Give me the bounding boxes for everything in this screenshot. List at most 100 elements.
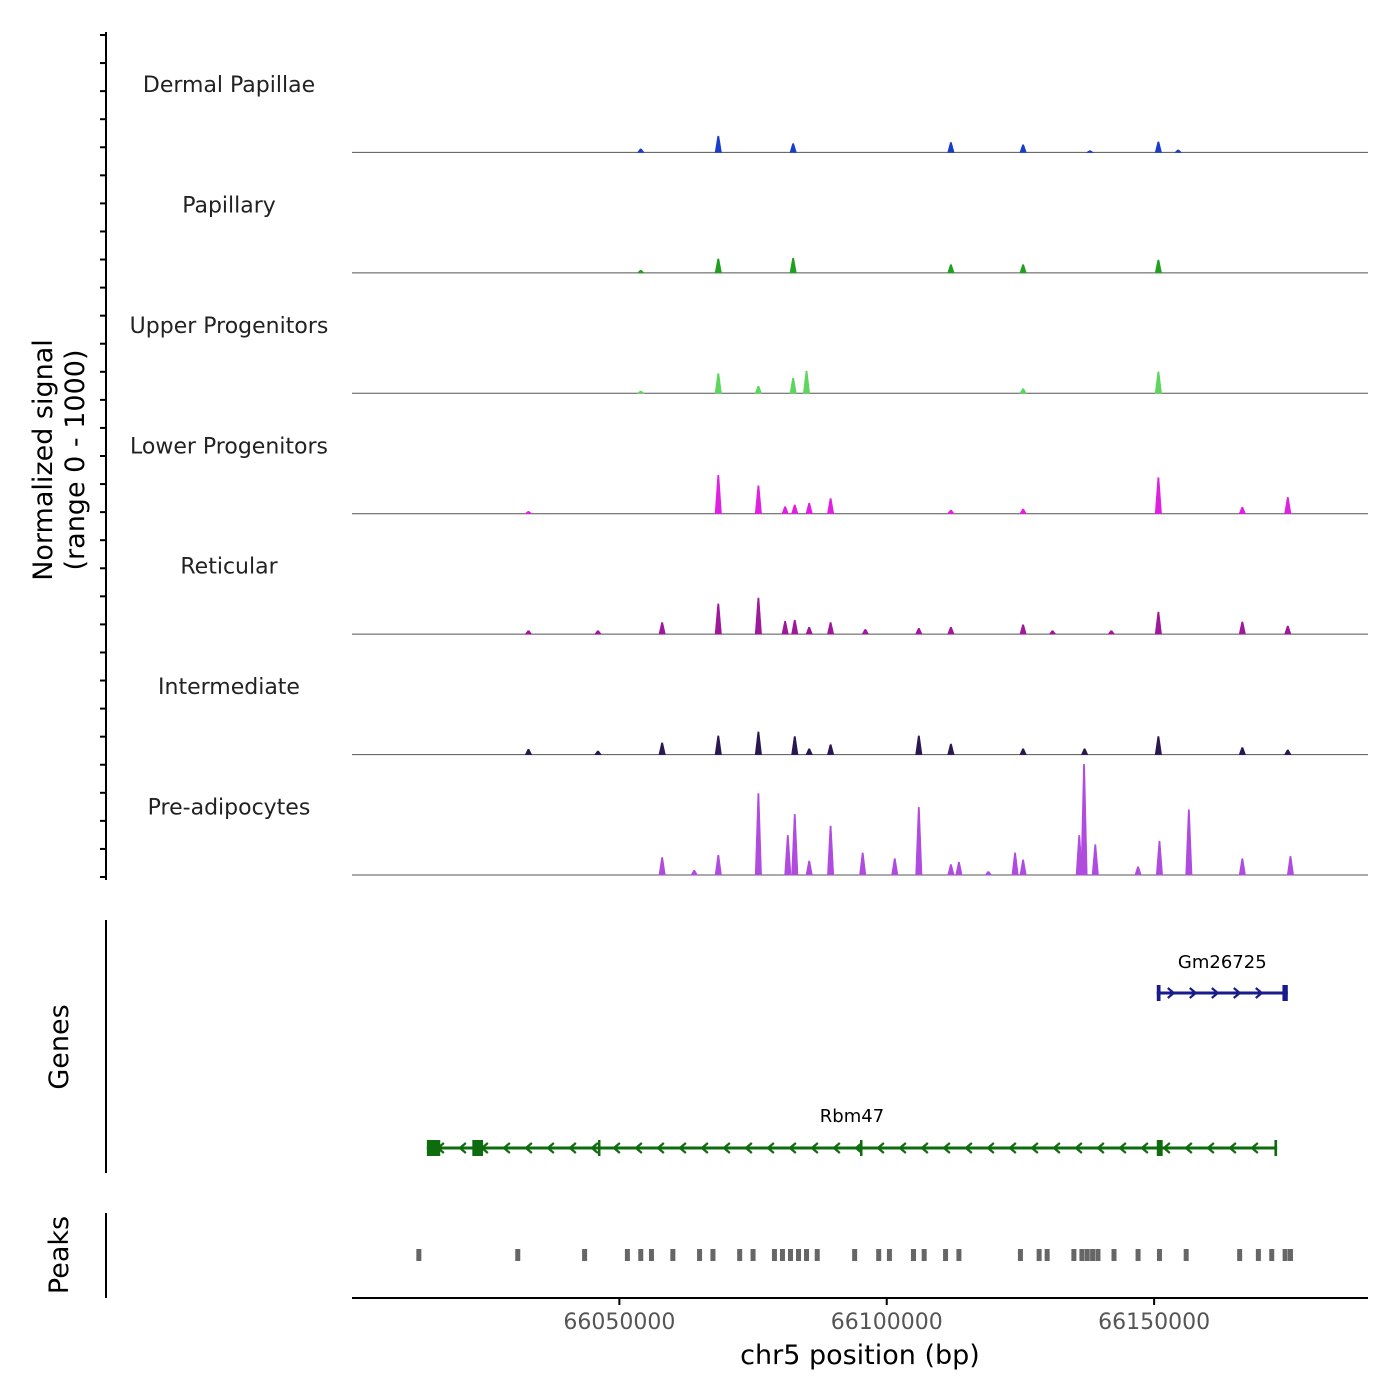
peaks-panel bbox=[416, 1249, 1293, 1261]
signal-peak bbox=[1080, 748, 1089, 755]
track-label: Lower Progenitors bbox=[130, 434, 328, 459]
gene-name: Gm26725 bbox=[1178, 952, 1267, 973]
signal-peak bbox=[1286, 856, 1295, 876]
signal-peak bbox=[636, 390, 645, 394]
peak-mark bbox=[852, 1249, 858, 1261]
strand-arrow bbox=[524, 1142, 533, 1154]
signal-peak bbox=[636, 269, 645, 274]
signal-peak bbox=[1238, 858, 1246, 876]
signal-peak bbox=[1154, 477, 1162, 515]
track-label: Intermediate bbox=[158, 675, 300, 700]
peak-mark bbox=[1017, 1249, 1023, 1261]
signal-peak bbox=[1019, 748, 1027, 755]
signal-peak bbox=[947, 264, 955, 274]
signal-peak bbox=[789, 143, 797, 153]
signal-peak bbox=[1238, 747, 1246, 755]
signal-peak bbox=[791, 814, 799, 876]
x-tick-label: 66050000 bbox=[563, 1310, 675, 1335]
peak-mark bbox=[796, 1249, 802, 1261]
signal-peak bbox=[754, 793, 762, 876]
signal-peak bbox=[915, 628, 923, 635]
signal-peak bbox=[805, 502, 813, 515]
strand-arrow bbox=[1189, 987, 1198, 999]
signal-peak bbox=[781, 506, 789, 515]
signal-peak bbox=[1155, 840, 1163, 876]
signal-peak bbox=[1185, 809, 1193, 876]
strand-arrow bbox=[1228, 1142, 1237, 1154]
peak-mark bbox=[1084, 1249, 1090, 1261]
signal-peak bbox=[1284, 625, 1292, 635]
coverage-track: Lower Progenitors bbox=[130, 434, 1368, 515]
peak-mark bbox=[1156, 1249, 1162, 1261]
peak-mark bbox=[710, 1249, 716, 1261]
signal-peak bbox=[658, 622, 666, 635]
peak-mark bbox=[1269, 1249, 1275, 1261]
signal-peak bbox=[802, 370, 811, 394]
peak-mark bbox=[814, 1249, 820, 1261]
peak-mark bbox=[1036, 1249, 1042, 1261]
strand-arrow bbox=[766, 1142, 775, 1154]
strand-arrow bbox=[1250, 1142, 1259, 1154]
gene-model: Rbm47 bbox=[426, 1106, 1278, 1156]
signal-peak bbox=[791, 736, 799, 755]
signal-peak bbox=[827, 498, 835, 515]
x-tick-label: 66100000 bbox=[831, 1310, 943, 1335]
coverage-track: Pre-adipocytes bbox=[148, 764, 1368, 876]
peak-mark bbox=[956, 1249, 962, 1261]
signal-peak bbox=[1019, 388, 1027, 394]
signal-peak bbox=[1154, 259, 1162, 274]
signal-peak bbox=[947, 864, 955, 876]
strand-arrow bbox=[1052, 1142, 1061, 1154]
signal-peak bbox=[714, 603, 722, 635]
exon bbox=[1282, 985, 1288, 1001]
signal-peak bbox=[984, 871, 993, 876]
signal-peak bbox=[1174, 149, 1183, 153]
x-axis-ticks: 66050000 66100000 66150000 bbox=[563, 1298, 1210, 1335]
signal-peak bbox=[891, 858, 899, 876]
coverage-track: Reticular bbox=[180, 555, 1368, 635]
signal-peak bbox=[947, 743, 955, 755]
peak-mark bbox=[624, 1249, 630, 1261]
peak-mark bbox=[910, 1249, 916, 1261]
peak-mark bbox=[1287, 1249, 1293, 1261]
strand-arrow bbox=[568, 1142, 577, 1154]
coverage-panel: Dermal Papillae Papillary Upper Progenitor… bbox=[130, 73, 1368, 876]
gene-model: Gm26725 bbox=[1156, 952, 1288, 1001]
peaks-label: Peaks bbox=[44, 1216, 75, 1294]
signal-peak bbox=[1019, 624, 1027, 635]
peak-mark bbox=[515, 1249, 521, 1261]
strand-arrow bbox=[810, 1142, 819, 1154]
peak-mark bbox=[750, 1249, 756, 1261]
signal-peak bbox=[915, 735, 923, 755]
strand-arrow bbox=[612, 1142, 621, 1154]
signal-peak bbox=[789, 377, 797, 394]
strand-arrow bbox=[854, 1142, 863, 1154]
exon bbox=[1156, 985, 1161, 1001]
peak-mark bbox=[779, 1249, 785, 1261]
peak-mark bbox=[771, 1249, 777, 1261]
signal-peak bbox=[791, 619, 799, 635]
signal-peak bbox=[789, 258, 797, 274]
strand-arrow bbox=[590, 1142, 599, 1154]
signal-peak bbox=[1019, 859, 1027, 876]
signal-peak bbox=[524, 511, 533, 515]
signal-peak bbox=[714, 135, 722, 153]
peak-mark bbox=[1183, 1249, 1189, 1261]
signal-peak bbox=[636, 148, 645, 153]
strand-arrow bbox=[678, 1142, 687, 1154]
x-axis-label: chr5 position (bp) bbox=[740, 1340, 980, 1371]
peak-mark bbox=[921, 1249, 927, 1261]
gene-name: Rbm47 bbox=[820, 1106, 884, 1127]
signal-peak bbox=[658, 742, 666, 755]
signal-peak bbox=[1284, 497, 1292, 515]
signal-peak bbox=[947, 626, 955, 635]
signal-peak bbox=[1284, 749, 1292, 755]
signal-peak bbox=[1080, 764, 1088, 876]
strand-arrow bbox=[1008, 1142, 1017, 1154]
signal-peak bbox=[1154, 141, 1162, 153]
signal-peak bbox=[1091, 844, 1099, 876]
strand-arrow bbox=[1255, 987, 1264, 999]
coverage-track: Intermediate bbox=[158, 675, 1368, 756]
genes-label: Genes bbox=[44, 1004, 75, 1089]
